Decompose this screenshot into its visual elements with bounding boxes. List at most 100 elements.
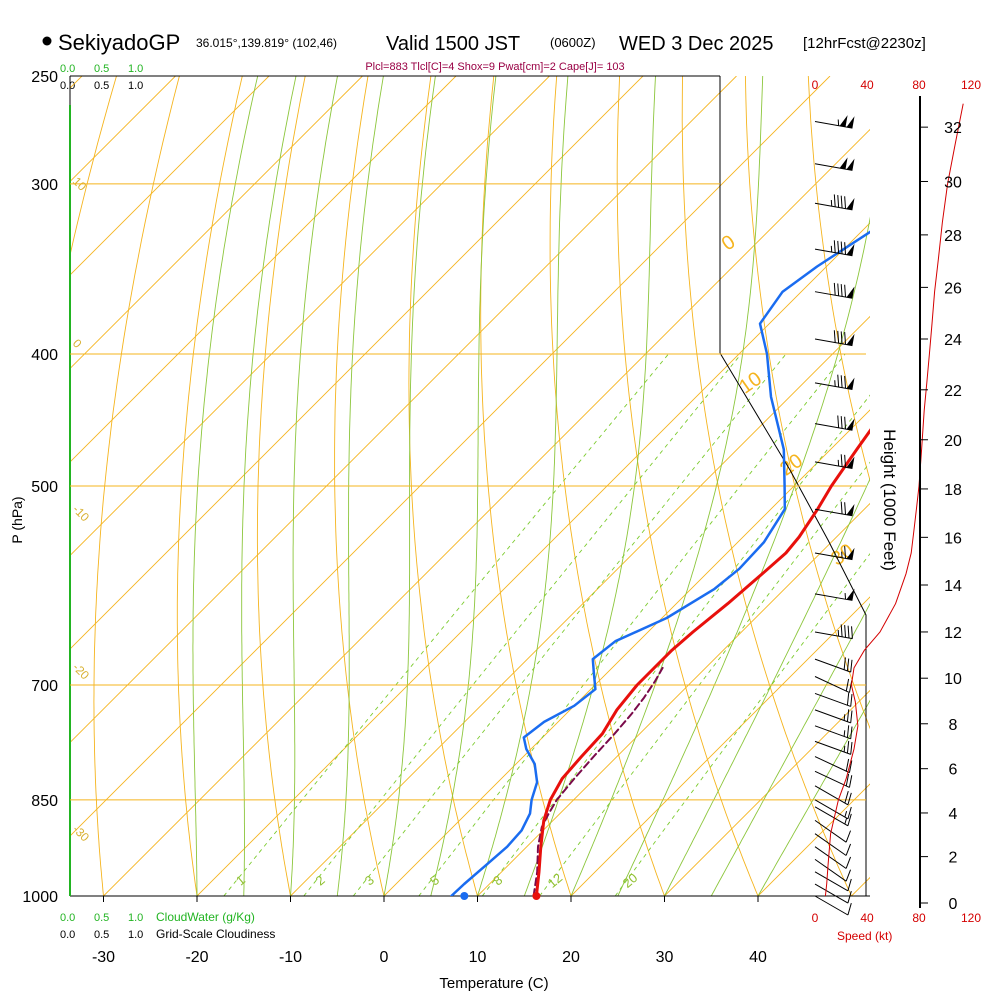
- wind-barb-feather: [844, 625, 847, 638]
- moist-adiabat-line: [430, 76, 497, 896]
- wind-barb-feather: [833, 240, 836, 253]
- wind-barb-feather: [844, 454, 847, 468]
- cloud-bottom-tick-0: 0.0: [60, 912, 75, 924]
- cloud-bottom2-tick-1: 0.5: [94, 929, 109, 941]
- wind-barb-half-feather: [843, 730, 846, 737]
- wind-barb-flag: [846, 588, 855, 601]
- station-coords: 36.015°,139.819° (102,46): [196, 36, 337, 50]
- wind-barb-flag: [846, 456, 855, 469]
- height-tick-label: 14: [944, 578, 962, 595]
- wind-barb-feather: [850, 710, 853, 723]
- moist-adiabat-line: [290, 76, 338, 896]
- wind-barb: [814, 657, 853, 673]
- pressure-tick-label: 400: [31, 347, 58, 364]
- wind-barb-feather: [846, 740, 850, 754]
- wind-barb-feather: [840, 416, 843, 429]
- wind-barb-feather: [847, 806, 852, 820]
- wind-barb-feather: [844, 332, 847, 345]
- dewpoint-profile-line: [450, 230, 870, 896]
- height-tick-label: 2: [949, 850, 958, 867]
- dry-adiabat-line: [681, 76, 852, 896]
- cloudwater-label: CloudWater (g/Kg): [156, 910, 255, 924]
- wind-barb-staff: [814, 785, 849, 806]
- wind-barb-staff: [814, 631, 853, 640]
- speed-top-tick-label: 120: [961, 78, 981, 92]
- wind-barb-feather: [840, 454, 843, 467]
- wind-barb-staff: [814, 593, 853, 601]
- height-tick-label: 12: [944, 625, 962, 642]
- isotherm-line: [664, 689, 870, 896]
- surface-temperature-marker: [532, 892, 541, 900]
- height-tick-label: 28: [944, 228, 962, 245]
- height-tick-label: 0: [949, 896, 958, 913]
- wind-barb: [814, 740, 853, 755]
- height-tick-label: 32: [944, 120, 962, 137]
- valid-date: WED 3 Dec 2025: [619, 33, 774, 55]
- mixing-ratio-line: [614, 553, 870, 896]
- wind-barb-staff: [814, 883, 849, 904]
- temperature-axis: -30 -20 -10 0 10 20 30 40: [92, 896, 767, 966]
- height-tick-label: 8: [949, 717, 958, 734]
- wind-barb-staff: [814, 248, 853, 257]
- moist-adiabat-label: 30: [827, 540, 858, 571]
- sounding-indices: Plcl=883 Tlcl[C]=4 Shox=9 Pwat[cm]=2 Cap…: [365, 61, 624, 73]
- height-axis-title: Height (1000 Feet): [880, 429, 899, 571]
- wind-barb: [814, 588, 855, 601]
- temperature-tick-label: 20: [562, 949, 580, 966]
- moist-adiabat-line: [336, 76, 384, 896]
- wind-barb: [814, 330, 855, 347]
- wind-barb: [814, 157, 855, 171]
- wind-barb-half-feather: [844, 817, 848, 825]
- mixing-ratio-line: [223, 353, 669, 896]
- temperature-tick-label: -10: [279, 949, 302, 966]
- wind-barb-flag: [846, 377, 855, 390]
- wind-barb-flag: [846, 503, 855, 516]
- cloud-bottom2-tick-2: 1.0: [128, 929, 143, 941]
- wind-barb: [814, 806, 852, 827]
- wind-barb-half-feather: [843, 714, 846, 721]
- wind-barb-feather: [843, 657, 846, 670]
- dry-adiabat-line: [408, 76, 478, 896]
- wind-barb: [814, 374, 855, 390]
- wind-barb-feather: [850, 726, 853, 739]
- cloud-top-tick-2: 1.0: [128, 63, 143, 75]
- wind-barb-half-feather: [844, 811, 848, 818]
- height-tick-label: 6: [949, 762, 958, 779]
- speed-top-tick-label: 0: [812, 78, 819, 92]
- wind-barb-feather: [845, 843, 852, 856]
- wind-barb-feather: [850, 742, 853, 755]
- dry-adiabat-line: [549, 76, 665, 896]
- wind-barb-staff: [814, 799, 849, 820]
- wind-barb-flag: [846, 158, 855, 171]
- wind-barb-feather: [847, 891, 852, 904]
- x-axis-title: Temperature (C): [439, 975, 548, 992]
- dry-adiabat-line: [93, 76, 180, 896]
- wind-barb-feather: [840, 195, 843, 209]
- wind-barb-staff: [814, 756, 850, 774]
- wind-barb-feather: [844, 242, 847, 255]
- wind-barb-staff: [814, 163, 853, 171]
- wind-barb-feather: [844, 196, 847, 209]
- surface-dewpoint-marker: [460, 892, 469, 900]
- dry-adiabat-line: [807, 76, 870, 483]
- wind-barb-staff: [814, 895, 849, 916]
- temperature-tick-label: -20: [185, 949, 208, 966]
- wind-barb: [814, 415, 855, 431]
- wind-barb: [814, 756, 853, 774]
- wind-barb-staff: [814, 676, 850, 694]
- wind-barb-staff: [814, 121, 853, 129]
- wind-barb: [814, 858, 852, 882]
- wind-barb: [814, 799, 852, 820]
- wind-barb-flag: [846, 198, 855, 210]
- wind-barb-feather: [844, 546, 847, 559]
- cloud-scale-top: 0.0 0.5 1.0 0.0 0.5 1.0: [60, 63, 143, 92]
- plot-frame: [69, 75, 870, 897]
- moist-adiabat-line: [664, 477, 870, 896]
- dry-adiabat-line: [256, 76, 306, 896]
- height-tick-label: 30: [944, 174, 962, 191]
- wind-barb-staff: [814, 709, 851, 724]
- cloud-top-tick-1: 0.5: [94, 63, 109, 75]
- cloud-bottom-tick-1: 0.5: [94, 912, 109, 924]
- height-tick-label: 16: [944, 530, 962, 547]
